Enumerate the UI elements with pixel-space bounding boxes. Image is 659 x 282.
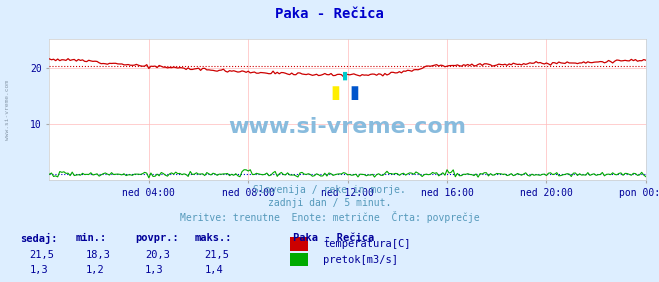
Text: min.:: min.:	[76, 233, 107, 243]
Text: Slovenija / reke in morje.: Slovenija / reke in morje.	[253, 185, 406, 195]
Text: Paka - Rečica: Paka - Rečica	[275, 7, 384, 21]
Text: ▮: ▮	[330, 84, 340, 102]
Text: 1,4: 1,4	[204, 265, 223, 275]
Text: 18,3: 18,3	[86, 250, 111, 259]
Text: zadnji dan / 5 minut.: zadnji dan / 5 minut.	[268, 198, 391, 208]
Text: 20,3: 20,3	[145, 250, 170, 259]
Text: www.si-vreme.com: www.si-vreme.com	[229, 117, 467, 137]
Text: 21,5: 21,5	[30, 250, 55, 259]
Text: temperatura[C]: temperatura[C]	[323, 239, 411, 250]
Text: 1,3: 1,3	[145, 265, 163, 275]
Text: pretok[m3/s]: pretok[m3/s]	[323, 255, 398, 265]
Text: www.si-vreme.com: www.si-vreme.com	[5, 80, 11, 140]
Text: ▮: ▮	[349, 84, 359, 102]
Text: 21,5: 21,5	[204, 250, 229, 259]
Text: povpr.:: povpr.:	[135, 233, 179, 243]
Text: 1,2: 1,2	[86, 265, 104, 275]
Text: Meritve: trenutne  Enote: metrične  Črta: povprečje: Meritve: trenutne Enote: metrične Črta: …	[180, 211, 479, 223]
Text: Paka - Rečica: Paka - Rečica	[293, 233, 374, 243]
Text: ▮: ▮	[341, 71, 348, 81]
Text: maks.:: maks.:	[194, 233, 232, 243]
Text: sedaj:: sedaj:	[20, 233, 57, 244]
Text: 1,3: 1,3	[30, 265, 48, 275]
